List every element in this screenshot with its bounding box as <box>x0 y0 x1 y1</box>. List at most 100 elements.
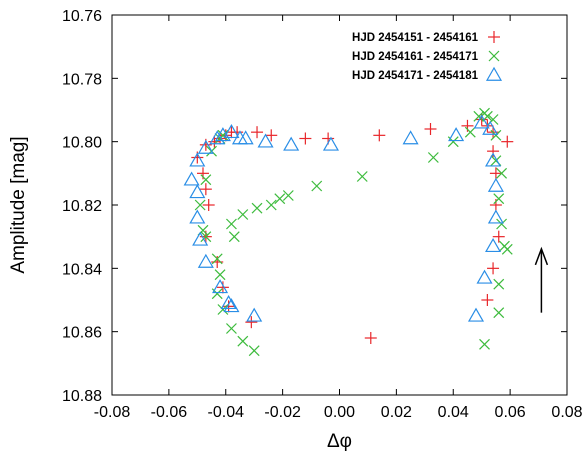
data-point-triangle <box>476 269 493 284</box>
data-point-cross <box>488 50 500 62</box>
x-tick-label: 0.06 <box>495 404 526 421</box>
data-point-triangle <box>189 209 206 224</box>
data-point-cross <box>473 110 485 122</box>
legend: HJD 2454151 - 2454161 HJD 2454161 - 24541… <box>352 31 503 82</box>
data-point-cross <box>194 199 206 211</box>
data-point-cross <box>200 174 212 186</box>
data-point-triangle <box>485 152 502 167</box>
data-point-triangle <box>467 307 485 322</box>
data-point-triangle <box>482 120 499 135</box>
data-point-cross <box>251 202 263 214</box>
data-point-plus <box>373 129 386 142</box>
data-point-triangle <box>473 114 490 129</box>
data-point-plus <box>265 129 278 142</box>
data-point-cross <box>479 338 490 350</box>
x-axis-label: Δφ <box>327 431 352 452</box>
data-point-triangle <box>197 139 214 154</box>
data-point-cross <box>214 269 226 281</box>
data-point-triangle <box>197 253 214 268</box>
y-tick-label: 10.80 <box>62 135 102 152</box>
data-point-cross <box>427 152 439 163</box>
data-point-cross <box>464 126 476 138</box>
data-point-cross <box>311 180 323 192</box>
data-point-cross <box>496 218 508 230</box>
data-point-cross <box>226 323 237 334</box>
data-point-cross <box>237 335 249 347</box>
data-point-cross <box>211 288 223 300</box>
data-point-triangle <box>402 130 419 145</box>
data-point-triangle <box>487 177 504 192</box>
data-point-triangle <box>183 171 200 186</box>
data-point-triangle <box>485 237 502 253</box>
legend-label: HJD 2454161 - 2454171 <box>352 51 479 63</box>
x-tick-label: -0.02 <box>264 404 301 421</box>
x-tick-label: -0.04 <box>208 404 245 421</box>
data-point-plus <box>501 135 514 148</box>
series-group <box>183 114 504 322</box>
data-point-plus <box>487 262 500 275</box>
data-point-plus <box>202 199 215 211</box>
data-point-triangle <box>322 136 340 151</box>
y-tick-label: 10.76 <box>62 8 102 25</box>
data-point-cross <box>200 231 212 243</box>
data-points <box>183 107 514 357</box>
x-tick-label: 0.08 <box>551 404 582 421</box>
data-point-cross <box>282 190 294 201</box>
x-tick-label: -0.06 <box>151 404 188 421</box>
data-point-plus <box>481 294 494 306</box>
data-point-triangle <box>189 152 206 167</box>
y-tick-label: 10.82 <box>62 198 102 215</box>
data-point-cross <box>237 209 249 220</box>
data-point-plus <box>364 332 377 344</box>
annotations <box>534 246 549 313</box>
data-point-cross <box>211 253 223 265</box>
data-point-cross <box>447 136 459 148</box>
data-point-plus <box>488 31 500 43</box>
data-point-plus <box>424 123 437 135</box>
y-tick-label: 10.86 <box>62 325 102 342</box>
x-tick-label: 0.02 <box>381 404 412 421</box>
data-point-plus <box>245 316 258 329</box>
data-point-plus <box>216 281 229 294</box>
y-tick-label: 10.84 <box>62 261 102 278</box>
data-point-cross <box>493 307 505 319</box>
data-point-triangle <box>448 127 465 142</box>
data-point-triangle <box>220 294 237 310</box>
data-point-plus <box>487 145 500 158</box>
data-point-triangle <box>212 279 229 294</box>
data-point-plus <box>492 230 505 243</box>
data-point-cross <box>490 129 502 141</box>
data-point-plus <box>199 183 212 196</box>
data-point-triangle <box>192 231 209 246</box>
data-point-triangle <box>223 298 240 313</box>
data-point-cross <box>265 199 277 211</box>
data-point-cross <box>217 129 229 141</box>
data-point-triangle <box>237 130 254 145</box>
data-point-triangle <box>257 133 274 148</box>
data-point-cross <box>226 218 237 230</box>
data-point-plus <box>299 132 312 145</box>
x-tick-label: 0.00 <box>324 404 355 421</box>
series-group <box>194 107 513 357</box>
data-point-cross <box>228 231 240 243</box>
data-point-triangle <box>189 184 206 199</box>
x-tick-label: -0.08 <box>94 404 131 421</box>
y-axis-label: Amplitude [mag] <box>8 136 29 273</box>
data-point-cross <box>493 278 505 290</box>
data-point-cross <box>248 345 260 357</box>
data-point-cross <box>217 304 229 315</box>
data-point-triangle <box>209 130 226 145</box>
data-point-triangle <box>223 123 240 139</box>
data-point-plus <box>222 300 235 313</box>
data-point-triangle <box>246 307 263 322</box>
data-point-cross <box>274 193 286 205</box>
y-tick-label: 10.78 <box>62 71 102 88</box>
data-point-plus <box>489 167 502 180</box>
data-point-cross <box>501 243 513 255</box>
data-point-triangle <box>485 66 503 81</box>
data-point-cross <box>496 167 508 179</box>
y-tick-label: 10.88 <box>62 388 102 405</box>
data-point-triangle <box>487 209 504 224</box>
x-tick-label: 0.04 <box>438 404 469 421</box>
